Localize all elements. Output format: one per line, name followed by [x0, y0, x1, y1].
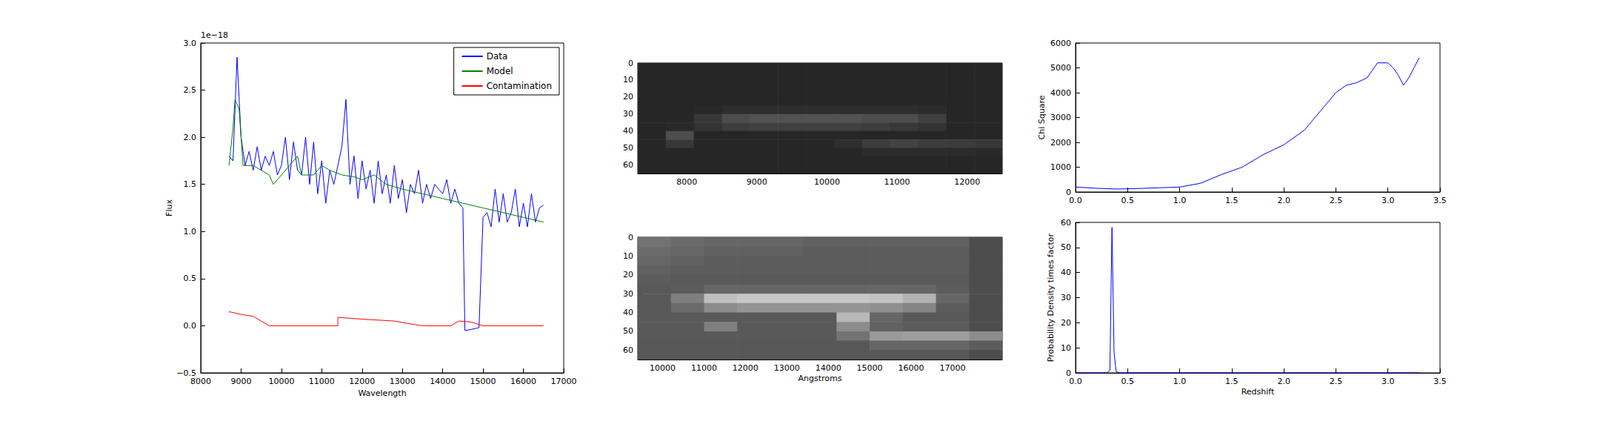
- svg-text:60: 60: [1060, 217, 1072, 228]
- svg-text:0.0: 0.0: [1068, 195, 1083, 206]
- svg-text:Wavelength: Wavelength: [357, 388, 406, 398]
- svg-text:3.5: 3.5: [1433, 376, 1447, 386]
- svg-text:30: 30: [622, 108, 634, 119]
- svg-text:2.5: 2.5: [183, 85, 198, 95]
- svg-text:1.0: 1.0: [1173, 376, 1187, 386]
- svg-text:11000: 11000: [308, 376, 335, 386]
- svg-text:5000: 5000: [1050, 62, 1072, 73]
- svg-text:1.0: 1.0: [1173, 195, 1187, 206]
- svg-text:0: 0: [1065, 367, 1072, 378]
- svg-text:Redshift: Redshift: [1241, 386, 1275, 397]
- svg-text:20: 20: [622, 269, 634, 280]
- svg-text:10: 10: [1060, 342, 1072, 353]
- svg-text:9000: 9000: [746, 177, 768, 187]
- svg-text:30: 30: [1060, 292, 1072, 303]
- svg-text:Angstroms: Angstroms: [798, 373, 843, 383]
- svg-text:17000: 17000: [939, 362, 966, 373]
- svg-text:2000: 2000: [1050, 137, 1072, 148]
- svg-text:30: 30: [622, 288, 634, 299]
- svg-text:15000: 15000: [857, 362, 883, 373]
- svg-text:16000: 16000: [510, 376, 537, 386]
- svg-text:1.5: 1.5: [1225, 376, 1239, 386]
- svg-text:10000: 10000: [268, 376, 295, 386]
- svg-text:12000: 12000: [732, 362, 759, 373]
- svg-text:50: 50: [1060, 242, 1072, 252]
- svg-text:0: 0: [1065, 187, 1072, 197]
- svg-text:0.0: 0.0: [1068, 376, 1083, 386]
- svg-text:11000: 11000: [691, 362, 718, 373]
- svg-text:3000: 3000: [1050, 112, 1072, 123]
- svg-text:13000: 13000: [389, 376, 416, 386]
- svg-text:0.5: 0.5: [1121, 195, 1135, 206]
- svg-text:20: 20: [622, 91, 634, 102]
- svg-text:−0.5: −0.5: [176, 367, 197, 378]
- svg-text:3.0: 3.0: [1381, 376, 1395, 386]
- svg-text:11000: 11000: [884, 177, 911, 187]
- svg-text:50: 50: [622, 142, 634, 153]
- svg-text:0.0: 0.0: [183, 320, 198, 331]
- svg-text:50: 50: [622, 325, 634, 336]
- svg-text:12000: 12000: [954, 177, 980, 187]
- svg-text:0.5: 0.5: [1121, 376, 1135, 386]
- svg-text:3.0: 3.0: [183, 38, 198, 49]
- svg-text:10000: 10000: [814, 177, 840, 187]
- svg-text:6000: 6000: [1050, 38, 1072, 49]
- svg-text:2.0: 2.0: [1277, 195, 1291, 206]
- svg-text:Probability Density times fact: Probability Density times factor: [1045, 232, 1056, 362]
- svg-text:60: 60: [622, 345, 634, 355]
- svg-text:60: 60: [622, 160, 634, 170]
- svg-text:2.5: 2.5: [1329, 195, 1343, 206]
- svg-text:1e−18: 1e−18: [200, 30, 229, 40]
- svg-text:Contamination: Contamination: [486, 80, 552, 92]
- svg-text:3.0: 3.0: [1381, 195, 1395, 206]
- svg-text:0: 0: [628, 232, 634, 243]
- svg-text:Chi Square: Chi Square: [1037, 94, 1047, 140]
- svg-text:20: 20: [1060, 317, 1072, 328]
- svg-text:40: 40: [1060, 267, 1072, 278]
- svg-text:8000: 8000: [190, 376, 212, 386]
- svg-text:15000: 15000: [470, 376, 497, 386]
- svg-text:40: 40: [622, 307, 634, 318]
- svg-text:8000: 8000: [676, 177, 698, 187]
- svg-text:40: 40: [622, 125, 634, 136]
- svg-text:0.5: 0.5: [183, 273, 198, 283]
- svg-text:14000: 14000: [429, 376, 456, 386]
- svg-text:1.0: 1.0: [183, 226, 198, 237]
- svg-text:4000: 4000: [1050, 88, 1072, 98]
- svg-text:16000: 16000: [898, 362, 925, 373]
- svg-text:12000: 12000: [348, 376, 375, 386]
- svg-text:Flux: Flux: [164, 199, 175, 217]
- svg-text:9000: 9000: [230, 376, 252, 386]
- svg-text:3.5: 3.5: [1433, 195, 1447, 206]
- svg-text:10: 10: [622, 251, 634, 261]
- svg-text:2.0: 2.0: [183, 132, 198, 143]
- svg-text:13000: 13000: [774, 362, 800, 373]
- svg-text:1.5: 1.5: [183, 179, 198, 189]
- svg-text:0: 0: [628, 58, 634, 69]
- svg-text:10: 10: [622, 74, 634, 85]
- svg-text:Model: Model: [486, 65, 514, 77]
- svg-text:1.5: 1.5: [1225, 195, 1239, 206]
- svg-text:1000: 1000: [1050, 162, 1072, 172]
- svg-text:Data: Data: [486, 51, 509, 62]
- svg-text:2.5: 2.5: [1329, 376, 1343, 386]
- svg-text:17000: 17000: [551, 376, 578, 386]
- svg-text:2.0: 2.0: [1277, 376, 1291, 386]
- svg-text:14000: 14000: [815, 362, 842, 373]
- svg-text:10000: 10000: [649, 362, 676, 373]
